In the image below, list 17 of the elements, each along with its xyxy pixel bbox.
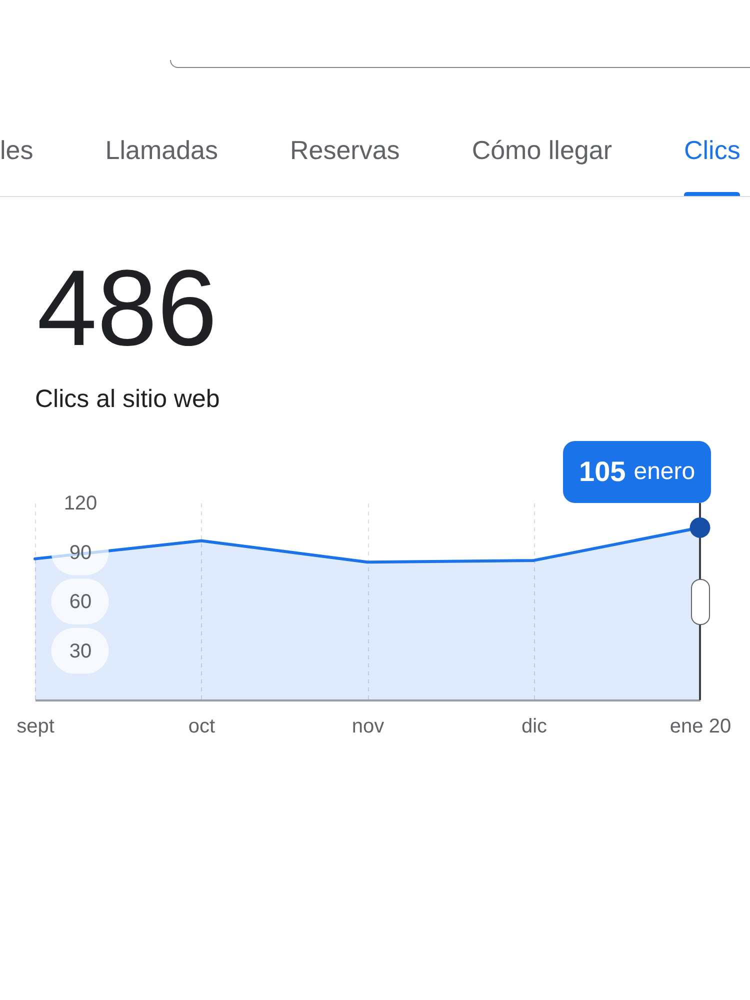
text: Cómo llegar [472, 135, 612, 165]
x-tick-label: oct [188, 716, 216, 738]
y-tick-label: 120 [64, 492, 98, 514]
chart-subtitle: Clics al sitio web [35, 385, 220, 413]
text: Reservas [290, 135, 400, 165]
chart-title: 486 [37, 247, 218, 368]
x-tick-label: ene 20 [670, 716, 732, 738]
x-tick-label: sept [16, 716, 55, 738]
y-tick-label: 90 [69, 542, 92, 564]
text: Llamadas [105, 135, 218, 165]
text: Clics [684, 135, 740, 165]
y-tick-label: 60 [69, 591, 92, 613]
y-tick-label: 30 [69, 640, 92, 662]
annotation: 105 enero [579, 456, 696, 488]
text: les [0, 135, 34, 165]
x-tick-label: dic [521, 716, 548, 738]
x-tick-label: nov [352, 716, 384, 738]
